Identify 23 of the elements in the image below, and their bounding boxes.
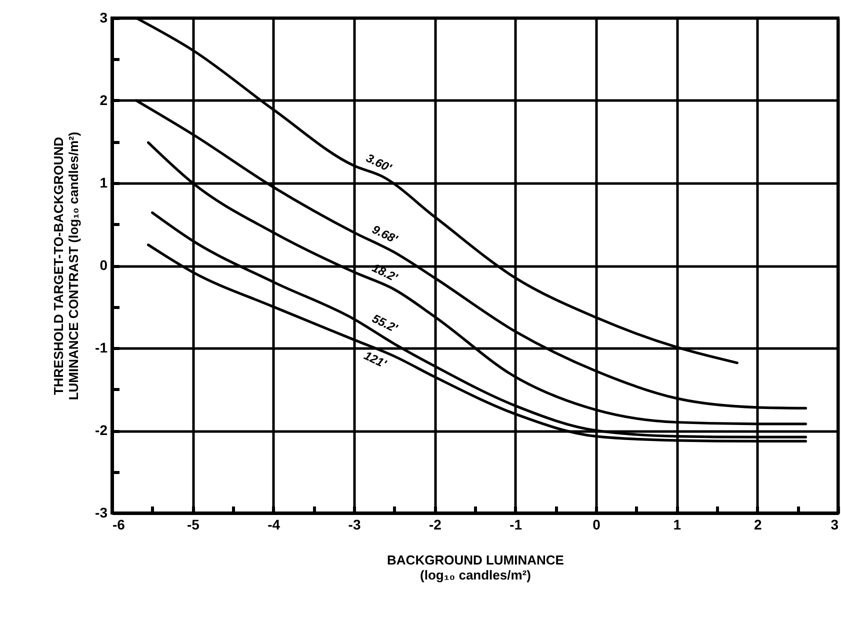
x-tick-label: 1 — [673, 516, 682, 532]
x-tick-label: 2 — [754, 516, 762, 532]
y-tick-label: 0 — [100, 257, 108, 273]
text: 3.60' — [364, 150, 395, 176]
y-tick-label: 1 — [100, 174, 108, 190]
text: 55.2' — [370, 311, 401, 336]
y-tick-label: -2 — [95, 422, 108, 438]
y-tick-label: -3 — [95, 504, 108, 520]
x-tick-label: -5 — [186, 516, 200, 532]
text: 121' — [362, 348, 390, 372]
x-tick-label: -6 — [112, 516, 126, 532]
text: 9.68' — [370, 222, 401, 247]
y-axis-title: THRESHOLD TARGET-TO-BACKGROUND LUMINANCE CONTRAST (log₁₀ candles/m²) — [51, 132, 82, 400]
x-tick-label: 3 — [830, 516, 839, 532]
x-tick-label: -3 — [348, 516, 361, 532]
x-tick-label: 0 — [592, 516, 601, 532]
y-tick-label: 3 — [100, 10, 108, 26]
y-tick-label: 2 — [100, 92, 108, 108]
x-tick-label: -2 — [428, 516, 442, 532]
x-tick-label: -1 — [510, 516, 522, 532]
x-tick-label: -4 — [268, 516, 280, 532]
x-axis-title: BACKGROUND LUMINANCE (log₁₀ candles/m²) — [387, 552, 564, 582]
y-tick-label: -1 — [95, 340, 108, 356]
